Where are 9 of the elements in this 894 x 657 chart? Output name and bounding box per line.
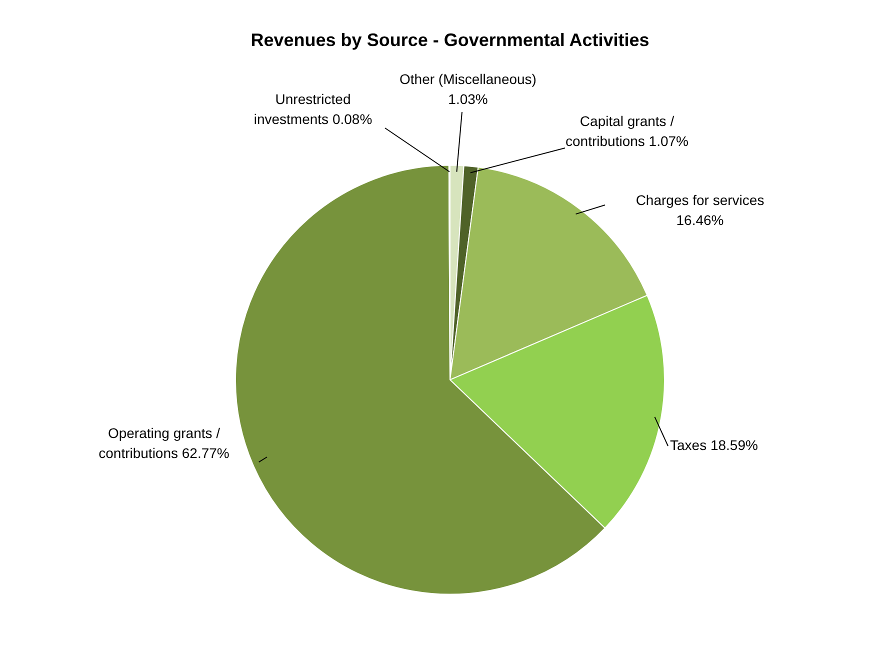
slice-label: Capital grants / contributions 1.07% [566,112,688,149]
data-label: 1.03% [448,90,488,107]
slice-label: Other (Miscellaneous) [400,70,536,87]
slice-label: Taxes 18.59% [670,436,758,453]
slice-label: Charges for services [636,192,764,208]
slice-label: Operating grants / contributions 62.77% [98,424,230,461]
chart-title: Revenues by Source - Governmental Activities [250,30,650,50]
slice-label: Unrestricted investments 0.08% [254,90,372,127]
data-label: 16.46% [676,212,724,228]
